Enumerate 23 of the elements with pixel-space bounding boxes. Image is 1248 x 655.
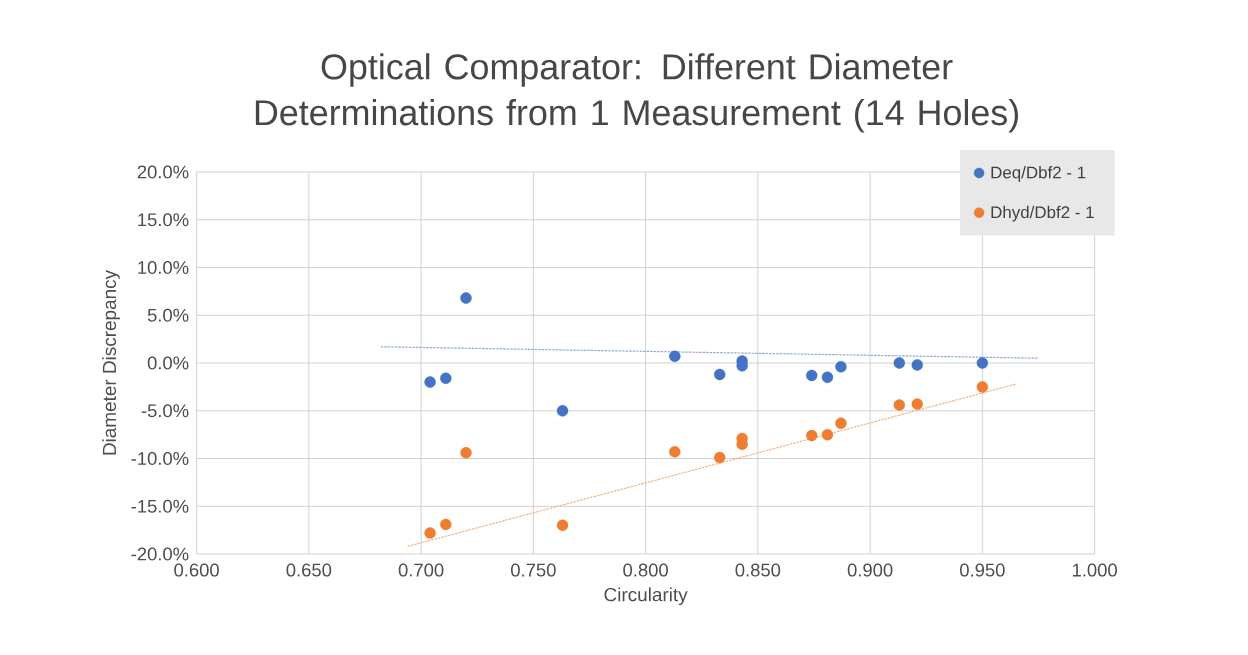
legend-label: Dhyd/Dbf2 - 1: [991, 205, 1094, 222]
x-tick-label: 1.000: [1072, 563, 1117, 577]
x-tick-label: 0.950: [960, 563, 1005, 577]
y-tick-label: -20.0%: [131, 547, 189, 561]
x-tick-label: 0.800: [623, 563, 668, 577]
x-tick-label: 0.700: [398, 563, 444, 577]
y-tick-label: 20.0%: [137, 165, 189, 179]
y-tick-label: 10.0%: [138, 260, 189, 275]
y-axis-title: Diameter Discrepancy: [102, 269, 120, 455]
x-tick-label: 0.900: [847, 563, 893, 577]
y-tick-label: 5.0%: [147, 308, 189, 322]
y-tick-label: -10.0%: [131, 451, 189, 466]
y-tick-label: -5.0%: [141, 404, 189, 418]
y-tick-label: 15.0%: [138, 213, 189, 227]
chart-title: Optical Comparator: Different Diameter Determinations from 1 Measurement (14 Holes): [255, 53, 1018, 133]
y-tick-label: -15.0%: [131, 499, 189, 513]
x-tick-label: 0.650: [286, 563, 332, 577]
x-tick-label: 0.750: [511, 563, 556, 577]
x-tick-label: 0.850: [735, 563, 781, 577]
y-tick-label: 0.0%: [147, 356, 189, 370]
x-axis-title: Circularity: [604, 587, 688, 606]
x-tick-label: 0.600: [174, 563, 219, 577]
legend-label: Deq/Dbf2 - 1: [991, 166, 1086, 182]
